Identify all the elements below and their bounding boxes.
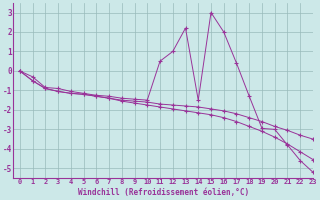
- X-axis label: Windchill (Refroidissement éolien,°C): Windchill (Refroidissement éolien,°C): [78, 188, 249, 197]
